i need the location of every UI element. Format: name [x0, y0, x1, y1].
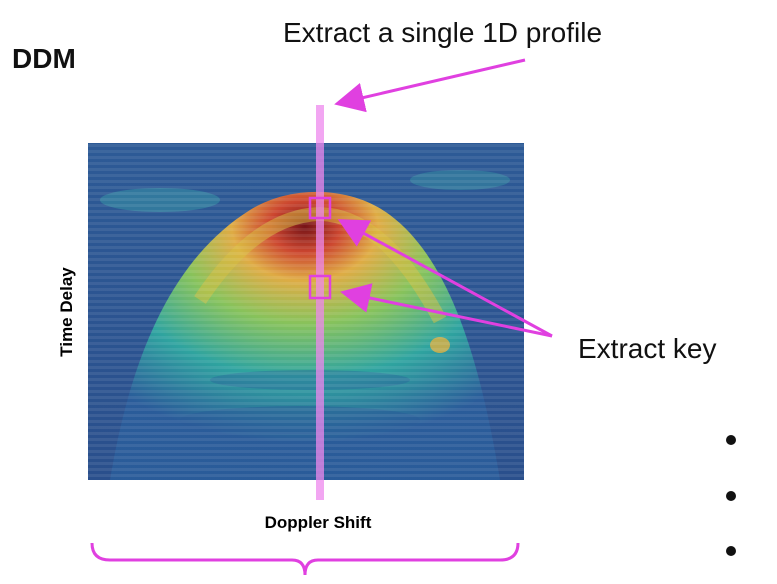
- arrow: [340, 60, 525, 103]
- bracket: [92, 543, 518, 575]
- key-note: Extract key: [578, 333, 716, 364]
- bullet: [726, 435, 736, 445]
- title: DDM: [12, 43, 76, 74]
- profile-line: [316, 105, 324, 500]
- bullet: [726, 546, 736, 556]
- slide: DDM Extract a single 1D profile Extract …: [0, 0, 777, 584]
- bullet: [726, 491, 736, 501]
- y-axis-label: Time Delay: [57, 267, 76, 357]
- ddm-heatmap: [88, 143, 524, 480]
- profile-note: Extract a single 1D profile: [283, 17, 602, 48]
- x-axis-label: Doppler Shift: [265, 513, 372, 532]
